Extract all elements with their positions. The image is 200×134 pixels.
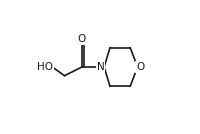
Text: O: O	[78, 34, 86, 44]
Text: N: N	[97, 62, 105, 72]
Text: HO: HO	[37, 62, 53, 72]
Text: O: O	[136, 62, 144, 72]
